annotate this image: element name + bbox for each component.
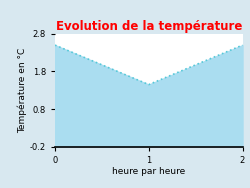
X-axis label: heure par heure: heure par heure [112, 168, 186, 177]
Title: Evolution de la température: Evolution de la température [56, 20, 242, 33]
Y-axis label: Température en °C: Température en °C [18, 48, 27, 133]
